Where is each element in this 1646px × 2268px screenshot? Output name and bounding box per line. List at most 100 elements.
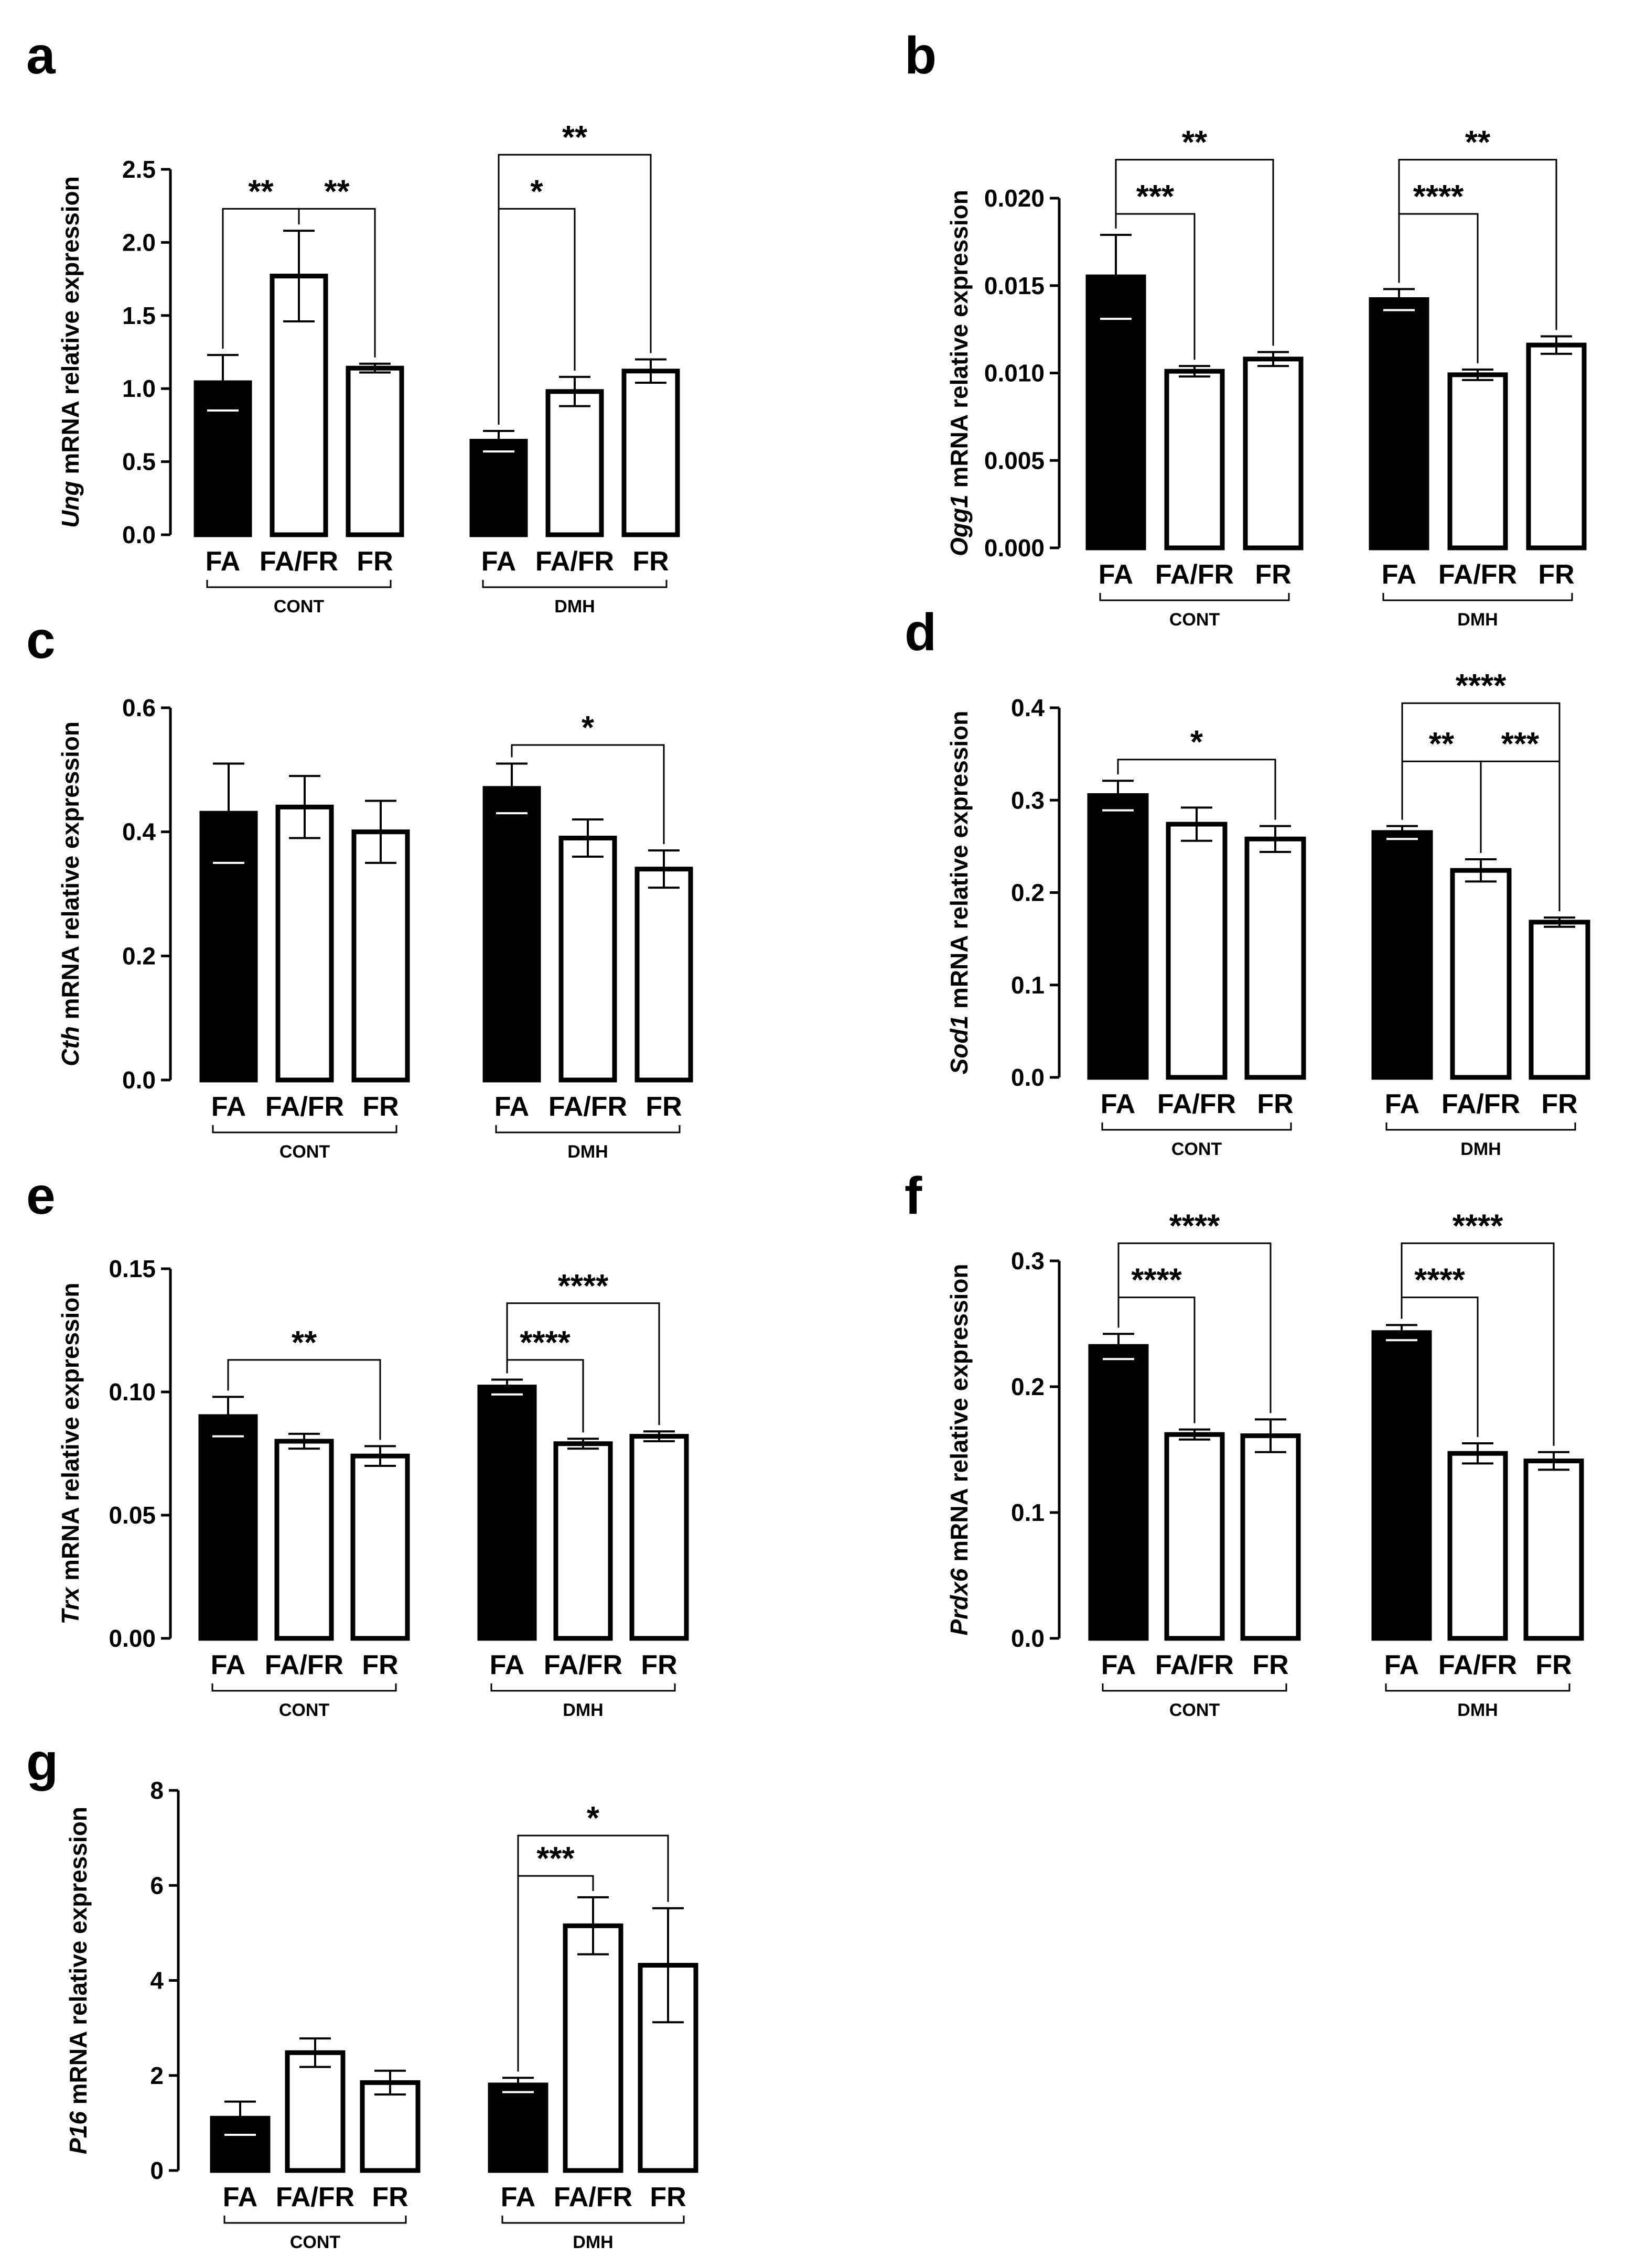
- panel-c-group-label: CONT: [279, 1142, 330, 1162]
- panel-e-category-label: FA/FR: [544, 1650, 622, 1680]
- panel-g-category-label: FR: [650, 2182, 686, 2212]
- panel-f-category-label: FR: [1535, 1650, 1572, 1680]
- panel-g-group-bracket: [501, 2216, 685, 2224]
- panel-c-letter: c: [26, 611, 56, 669]
- panel-d-y-axis-text: mRNA relative expression: [945, 711, 973, 1016]
- panel-d-bar: [1450, 868, 1512, 1080]
- panel-d-gene-name: Sod1: [945, 1016, 973, 1074]
- panel-e-group-bracket: [211, 1683, 397, 1692]
- panel-d-significance-label: ***: [1501, 726, 1540, 762]
- panel-f-category-label: FA: [1384, 1650, 1419, 1680]
- panel-g-y-tick-label: 2: [150, 2062, 164, 2089]
- panel-f-y-axis-text: mRNA relative expression: [945, 1263, 973, 1568]
- panel-e-letter: e: [26, 1167, 56, 1225]
- panel-g-group-label: CONT: [290, 2232, 341, 2252]
- panel-d-group-label: CONT: [1171, 1139, 1222, 1159]
- panel-f-category-label: FA: [1101, 1650, 1136, 1680]
- panel-b-category-label: FA: [1099, 559, 1133, 590]
- panel-b-bar: [1164, 369, 1225, 550]
- panel-d-significance-label: **: [1429, 726, 1455, 762]
- panel-a-group-bracket: [206, 580, 392, 588]
- panel-b-group-label: DMH: [1457, 610, 1498, 630]
- panel-g-category-label: FA: [501, 2182, 535, 2212]
- panel-c-group-bracket: [212, 1125, 397, 1133]
- panel-c-y-axis-label: Cth mRNA relative expression: [57, 721, 84, 1066]
- panel-g-category-label: FA/FR: [554, 2182, 632, 2212]
- panel-g-bar: [488, 2082, 548, 2173]
- panel-a-y-tick-label: 1.0: [122, 375, 156, 402]
- panel-d-group-bracket: [1385, 1122, 1576, 1131]
- panel-b-y-tick-label: 0.010: [984, 360, 1045, 387]
- panel-e-y-axis-text: mRNA relative expression: [57, 1283, 84, 1587]
- panel-d-significance-label: ****: [1456, 668, 1507, 704]
- panel-g-group-label: DMH: [573, 2232, 613, 2252]
- panel-b-y-tick-label: 0.005: [984, 447, 1045, 474]
- panel-d-chart: d 0.0 0.1 0.2 0.3 0.4 Sod1 mRNA relative expre…: [905, 603, 1590, 1159]
- panel-e-y-axis-label: Trx mRNA relative expression: [57, 1283, 84, 1625]
- panel-e-y-tick-label: 0.00: [109, 1625, 156, 1652]
- panel-f-significance-bracket: [1401, 1242, 1555, 1446]
- panel-c-chart: c 0.0 0.2 0.4 0.6 Cth mRNA relative expressio…: [26, 611, 693, 1162]
- panel-a-bar: [346, 365, 404, 537]
- panel-e-gene-name: Trx: [57, 1586, 84, 1624]
- panel-b-y-tick-label: 0.020: [984, 185, 1045, 212]
- panel-e-bar: [477, 1385, 537, 1641]
- panel-b-y-tick-label: 0.000: [984, 534, 1045, 561]
- panel-a-group-label: DMH: [554, 597, 595, 617]
- panel-f-bar: [1088, 1344, 1149, 1641]
- panel-f-group-label: DMH: [1457, 1700, 1498, 1720]
- panel-c-category-label: FR: [646, 1092, 682, 1122]
- panel-a-category-label: FR: [357, 546, 393, 577]
- panel-g-y-tick-label: 8: [150, 1777, 164, 1804]
- panel-f-significance-bracket: [1117, 1242, 1272, 1413]
- panel-e-group-label: DMH: [563, 1700, 603, 1720]
- panel-b-category-label: FR: [1255, 559, 1291, 590]
- panel-g-group-bracket: [223, 2216, 407, 2224]
- panel-b-significance-label: ****: [1413, 179, 1464, 215]
- panel-a-bar: [545, 389, 604, 537]
- panel-e-group-label: CONT: [279, 1700, 330, 1720]
- panel-a-group-label: CONT: [274, 597, 325, 617]
- panel-f-category-label: FR: [1252, 1650, 1288, 1680]
- panel-f-category-label: FA/FR: [1155, 1650, 1234, 1680]
- panel-d-category-label: FR: [1257, 1089, 1293, 1119]
- panel-f-category-label: FA/FR: [1438, 1650, 1517, 1680]
- panel-c-category-label: FR: [362, 1092, 399, 1122]
- panel-e-bar: [553, 1441, 613, 1641]
- panel-b-y-tick-label: 0.015: [984, 272, 1045, 299]
- panel-e-significance-label: ****: [558, 1268, 609, 1304]
- panel-e-bar: [274, 1439, 334, 1641]
- panel-f-y-axis-label: Prdx6 mRNA relative expression: [945, 1263, 973, 1635]
- panel-f-y-tick-label: 0.1: [1011, 1499, 1045, 1526]
- panel-b-bar: [1447, 372, 1508, 550]
- panel-b-significance-bracket: [1115, 159, 1274, 346]
- panel-e-significance-label: ****: [520, 1325, 571, 1361]
- panel-d-y-tick-label: 0.4: [1011, 694, 1045, 721]
- panel-e-category-label: FA/FR: [265, 1650, 343, 1680]
- panel-e-significance-bracket: [506, 1302, 660, 1425]
- panel-a-significance-bracket: [498, 154, 652, 425]
- panel-b-group-label: CONT: [1169, 610, 1220, 630]
- panel-b-letter: b: [905, 26, 937, 85]
- panel-a-y-axis-label: Ung mRNA relative expression: [57, 176, 84, 528]
- panel-d-y-tick-label: 0.0: [1011, 1064, 1045, 1091]
- panel-b-group-bracket: [1382, 593, 1573, 601]
- panel-b-category-label: FA/FR: [1155, 559, 1234, 590]
- panel-a-significance-label: *: [530, 174, 543, 210]
- panel-d-letter: d: [905, 603, 937, 662]
- panel-f-group-bracket: [1102, 1683, 1287, 1692]
- panel-d-category-label: FA: [1385, 1089, 1419, 1119]
- panel-c-significance-label: *: [582, 710, 595, 746]
- panel-e-significance-bracket: [227, 1359, 381, 1440]
- panel-f-bar: [1523, 1459, 1584, 1641]
- panel-c-significance-bracket: [511, 744, 665, 845]
- panel-a-bar: [621, 369, 680, 537]
- panel-g-significance-bracket: [517, 1834, 669, 2072]
- panel-f-significance-label: ****: [1453, 1208, 1503, 1244]
- panel-f-significance-label: ****: [1414, 1262, 1465, 1299]
- panel-a-category-label: FR: [632, 546, 669, 577]
- panel-d-bar: [1529, 920, 1590, 1080]
- panel-f-letter: f: [905, 1167, 922, 1225]
- panel-d-y-tick-label: 0.2: [1011, 879, 1045, 906]
- panel-g-bar: [285, 2050, 346, 2173]
